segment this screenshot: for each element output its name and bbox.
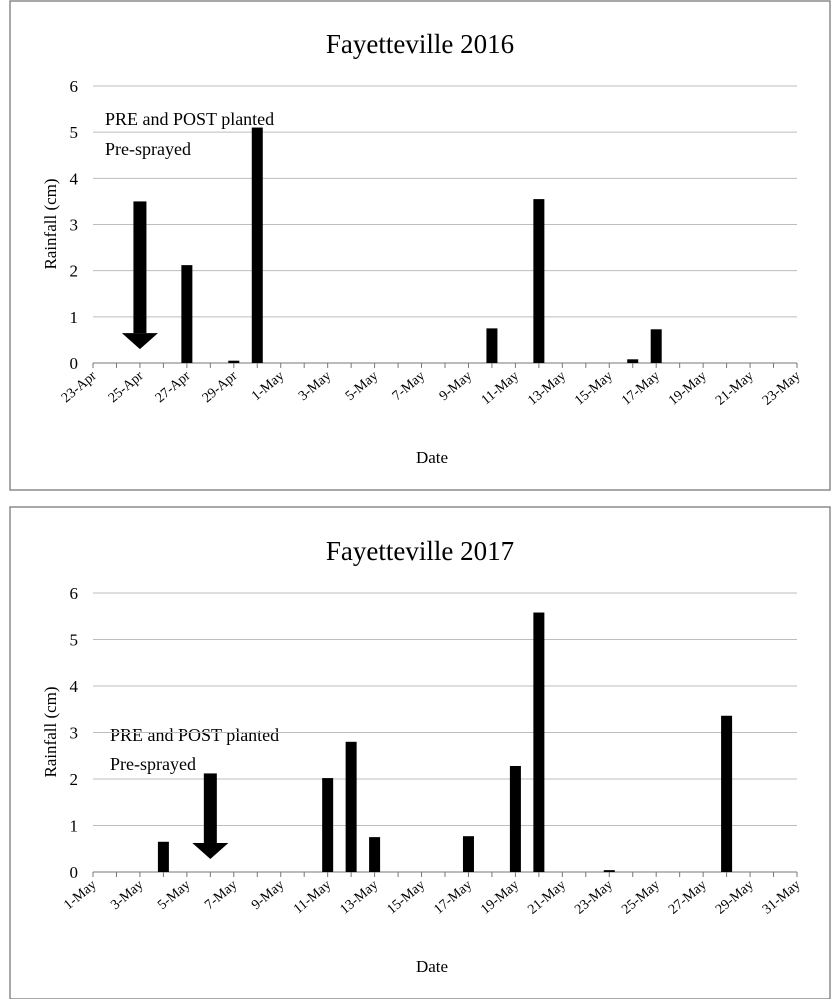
y-tick-label: 1 (70, 308, 79, 327)
annotation-line-2: Pre-sprayed (105, 139, 191, 159)
x-axis-label: Date (416, 957, 448, 976)
bar (462, 836, 474, 872)
y-tick-label: 5 (70, 631, 79, 650)
bar (486, 328, 498, 363)
bar (533, 199, 545, 363)
arrow-shaft (203, 773, 217, 843)
rainfall-chart-2016: Fayetteville 2016 Date Rainfall (cm) PRE… (9, 0, 831, 491)
bar (157, 841, 169, 872)
y-tick-label: 6 (70, 77, 79, 96)
y-tick-label: 3 (70, 724, 79, 743)
y-tick-label: 2 (70, 262, 79, 281)
bar (181, 265, 193, 363)
arrow-head (121, 333, 158, 350)
y-tick-label: 0 (70, 354, 79, 373)
y-tick-label: 6 (70, 584, 79, 603)
chart-panel-2017: Fayetteville 2017 Date Rainfall (cm) PRE… (0, 506, 831, 999)
y-tick-label: 4 (70, 677, 79, 696)
bar (509, 765, 521, 872)
chart-frame (9, 0, 831, 491)
annotation-line-2: Pre-sprayed (110, 754, 196, 774)
bar (251, 127, 263, 363)
y-tick-label: 4 (70, 169, 79, 188)
bar (369, 837, 381, 872)
arrow-shaft (133, 201, 147, 334)
y-tick-label: 1 (70, 817, 79, 836)
chart-title: Fayetteville 2017 (326, 536, 514, 566)
y-tick-label: 2 (70, 770, 79, 789)
y-axis-label: Rainfall (cm) (41, 178, 60, 269)
bar (228, 360, 240, 363)
y-tick-label: 5 (70, 123, 79, 142)
chart-title: Fayetteville 2016 (326, 29, 514, 59)
bar (603, 870, 615, 872)
bar (533, 612, 545, 872)
bar (627, 359, 639, 363)
rainfall-chart-2017: Fayetteville 2017 Date Rainfall (cm) PRE… (9, 506, 831, 999)
annotation-line-1: PRE and POST planted (110, 725, 279, 745)
bar (721, 715, 733, 872)
y-axis-label: Rainfall (cm) (41, 686, 60, 777)
y-tick-label: 0 (70, 863, 79, 882)
bar (650, 329, 662, 363)
bar (345, 741, 357, 872)
chart-frame (9, 506, 831, 999)
annotation-line-1: PRE and POST planted (105, 109, 274, 129)
bar (322, 778, 334, 872)
y-tick-label: 3 (70, 216, 79, 235)
chart-panel-2016: Fayetteville 2016 Date Rainfall (cm) PRE… (0, 0, 831, 494)
x-axis-label: Date (416, 448, 448, 467)
arrow-head (192, 842, 229, 859)
